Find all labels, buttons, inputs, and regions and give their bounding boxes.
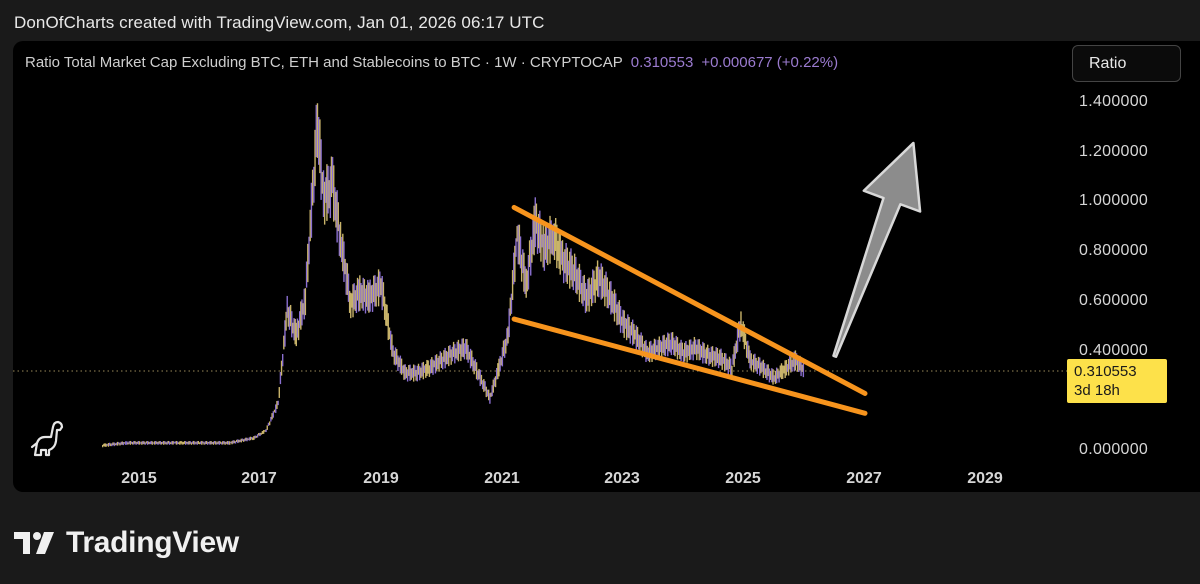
tradingview-logo-icon xyxy=(14,532,54,554)
y-tick-label: 1.000000 xyxy=(1079,192,1149,209)
ratio-button[interactable]: Ratio xyxy=(1072,45,1181,82)
x-tick-label: 2019 xyxy=(363,470,399,487)
x-tick-label: 2015 xyxy=(121,470,157,487)
chart-panel[interactable]: Ratio Total Market Cap Excluding BTC, ET… xyxy=(13,41,1200,492)
dinosaur-icon xyxy=(30,420,64,457)
current-price-value: 0.310553 xyxy=(1074,363,1137,380)
chart-caption: DonOfCharts created with TradingView.com… xyxy=(14,13,545,32)
breakout-arrow xyxy=(832,141,922,358)
x-tick-label: 2025 xyxy=(725,470,761,487)
symbol-legend: Ratio Total Market Cap Excluding BTC, ET… xyxy=(25,54,838,71)
legend-symbol: Ratio Total Market Cap Excluding BTC, ET… xyxy=(25,54,623,71)
y-tick-label: 0.600000 xyxy=(1079,292,1149,309)
x-tick-label: 2017 xyxy=(241,470,277,487)
legend-value: 0.310553 xyxy=(630,54,694,71)
tradingview-brand[interactable]: TradingView xyxy=(14,526,239,560)
y-tick-label: 1.400000 xyxy=(1079,93,1149,110)
x-tick-label: 2021 xyxy=(484,470,520,487)
bar-countdown: 3d 18h xyxy=(1074,382,1120,399)
chart-plot[interactable] xyxy=(13,41,1200,492)
y-tick-label: 1.200000 xyxy=(1079,143,1149,160)
wedge-trendline-upper xyxy=(511,204,868,396)
legend-change: +0.000677 (+0.22%) xyxy=(701,54,839,71)
current-price-tag: 0.310553 3d 18h xyxy=(1067,359,1167,403)
x-tick-label: 2023 xyxy=(604,470,640,487)
y-tick-label: 0.800000 xyxy=(1079,242,1149,259)
x-tick-label: 2029 xyxy=(967,470,1003,487)
brand-name: TradingView xyxy=(66,526,239,559)
y-tick-label: 0.000000 xyxy=(1079,441,1149,458)
wedge-trendline-lower xyxy=(511,316,868,416)
y-tick-label: 0.400000 xyxy=(1079,342,1149,359)
x-tick-label: 2027 xyxy=(846,470,882,487)
